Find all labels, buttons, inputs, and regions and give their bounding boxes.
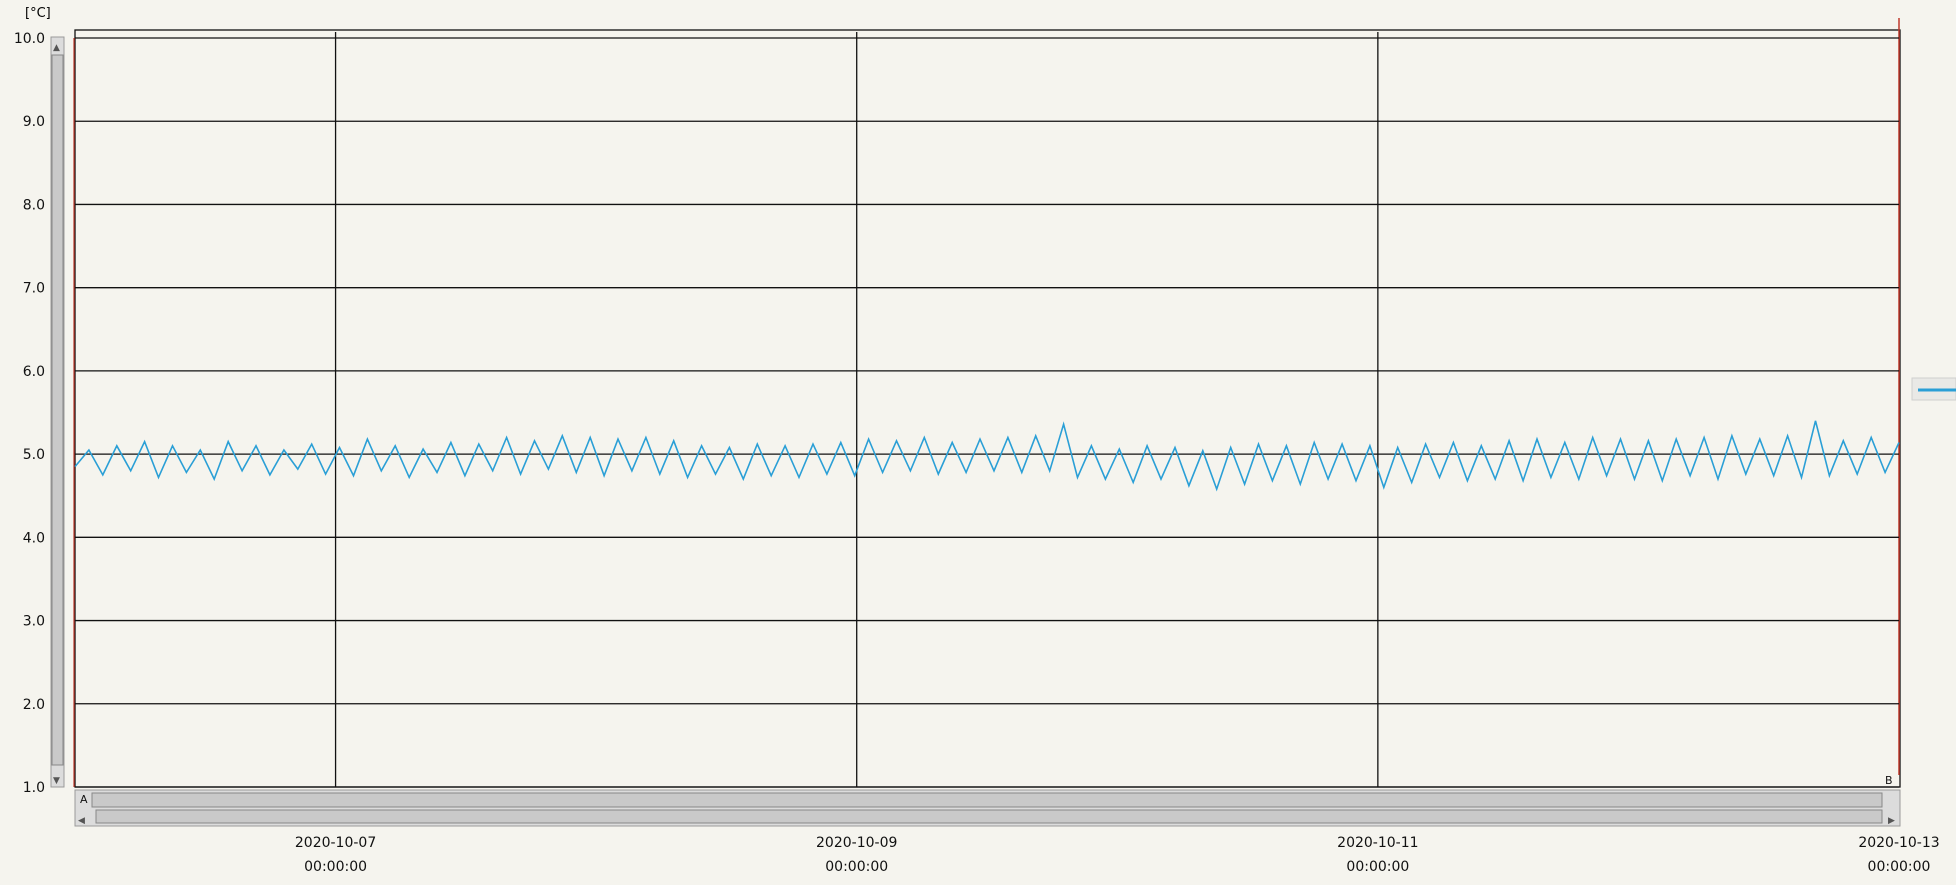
y-axis-unit-label: [°C] (25, 6, 51, 21)
series-layer (74, 420, 1900, 492)
y-tick-label: 5.0 (23, 447, 45, 463)
y-tick-label: 6.0 (23, 364, 45, 380)
x-tick-date-label: 2020-10-11 (1337, 835, 1418, 851)
vertical-scroll-down-arrow[interactable]: ▼ (53, 776, 60, 786)
x-tick-time-label: 00:00:00 (825, 859, 888, 875)
horizontal-scroll-left-arrow[interactable]: ◀ (78, 816, 85, 826)
y-tick-label: 9.0 (23, 114, 45, 130)
horizontal-scroll-thumb-bottom[interactable] (95, 809, 1883, 824)
x-tick-time-label: 00:00:00 (1346, 859, 1409, 875)
scroll-marker-a: A (80, 793, 88, 806)
scroll-marker-b: B (1885, 774, 1893, 787)
x-axis: 2020-10-07 00:00:00 2020-10-09 00:00:00 2020… (295, 835, 1940, 875)
plot-area (74, 29, 1901, 788)
y-tick-label: 10.0 (14, 31, 45, 47)
y-tick-label: 4.0 (23, 530, 45, 546)
horizontal-scroll-thumb-top[interactable] (91, 792, 1883, 808)
horizontal-scroll-right-arrow[interactable]: ▶ (1888, 816, 1895, 826)
vertical-scroll-up-arrow[interactable]: ▲ (53, 43, 60, 53)
y-tick-label: 8.0 (23, 197, 45, 213)
x-tick-time-label: 00:00:00 (1868, 859, 1931, 875)
grid (75, 32, 1899, 788)
vertical-scroll-thumb[interactable] (51, 54, 64, 766)
y-axis: 10.0 9.0 8.0 7.0 6.0 5.0 4.0 3.0 2.0 1.0 (14, 31, 45, 796)
y-tick-label: 7.0 (23, 281, 45, 297)
y-tick-label: 2.0 (23, 697, 45, 713)
x-tick-date-label: 2020-10-09 (816, 835, 897, 851)
series-line (74, 420, 1900, 492)
x-tick-time-label: 00:00:00 (304, 859, 367, 875)
y-tick-label: 3.0 (23, 614, 45, 630)
x-tick-date-label: 2020-10-07 (295, 835, 376, 851)
x-tick-date-label: 2020-10-13 (1858, 835, 1939, 851)
y-tick-label: 1.0 (23, 780, 45, 796)
